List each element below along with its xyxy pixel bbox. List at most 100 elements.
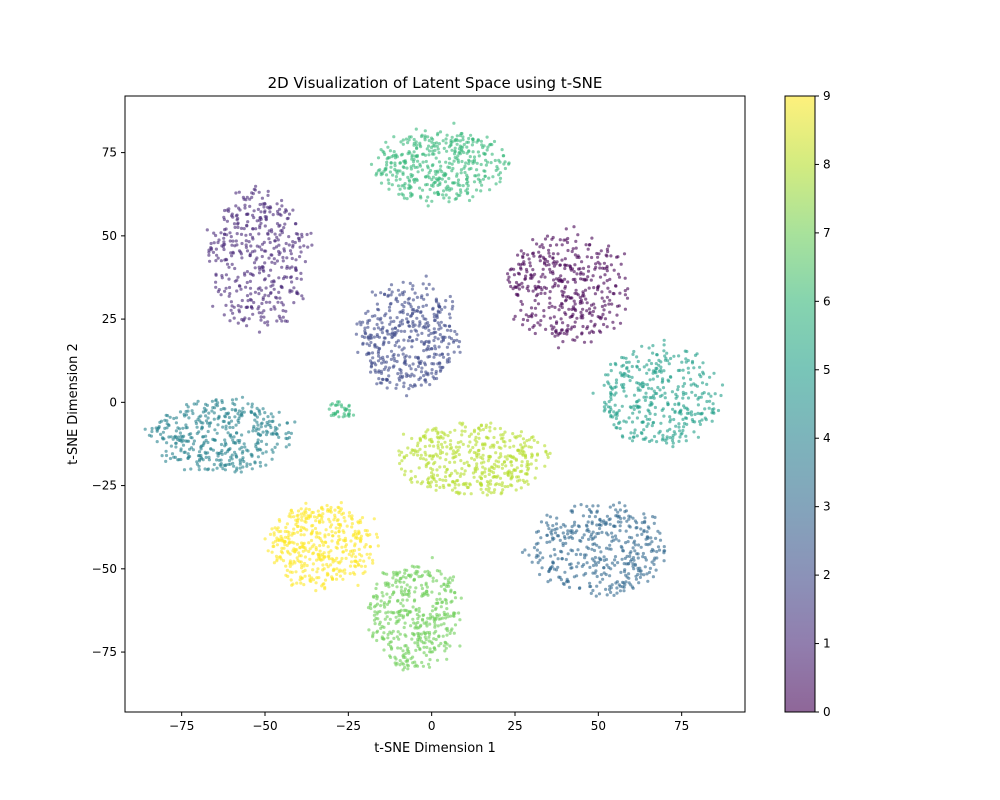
- data-point: [302, 533, 306, 537]
- data-point: [683, 416, 688, 420]
- data-point: [423, 444, 427, 449]
- data-point: [438, 456, 442, 460]
- data-point: [563, 277, 567, 281]
- data-point: [545, 234, 550, 238]
- data-point: [329, 505, 333, 510]
- data-point: [411, 320, 415, 324]
- data-point: [425, 293, 429, 297]
- data-point: [259, 425, 263, 429]
- data-point: [616, 520, 621, 524]
- data-point: [555, 527, 559, 531]
- data-point: [462, 461, 466, 465]
- data-point: [221, 245, 225, 249]
- data-point: [197, 430, 201, 434]
- data-point: [359, 323, 363, 327]
- data-point: [288, 512, 292, 516]
- data-point: [240, 451, 244, 455]
- data-point: [236, 225, 240, 229]
- data-point: [677, 403, 681, 407]
- data-point: [503, 485, 507, 489]
- data-point: [260, 421, 264, 425]
- data-point: [218, 463, 222, 467]
- data-point: [390, 155, 394, 159]
- data-point: [537, 250, 541, 254]
- data-point: [329, 403, 333, 407]
- data-point: [689, 377, 693, 381]
- data-point: [627, 514, 631, 518]
- data-point: [424, 199, 428, 203]
- data-point: [622, 389, 626, 393]
- data-point: [394, 386, 398, 390]
- data-point: [344, 548, 348, 552]
- data-point: [257, 292, 261, 296]
- data-point: [606, 380, 610, 384]
- data-point: [685, 411, 690, 415]
- data-point: [150, 429, 154, 434]
- data-point: [389, 165, 393, 169]
- data-point: [604, 587, 608, 592]
- data-point: [420, 586, 424, 591]
- data-point: [458, 152, 462, 156]
- data-point: [391, 570, 396, 575]
- data-point: [264, 429, 269, 433]
- data-point: [653, 405, 658, 410]
- data-point: [410, 155, 414, 159]
- data-point: [384, 140, 388, 144]
- data-point: [499, 452, 503, 456]
- data-point: [523, 480, 527, 484]
- data-point: [229, 419, 234, 423]
- data-point: [435, 473, 440, 477]
- data-point: [256, 423, 260, 427]
- data-point: [632, 404, 636, 408]
- data-point: [448, 460, 452, 464]
- data-point: [281, 315, 285, 319]
- data-point: [535, 530, 539, 534]
- data-point: [394, 298, 398, 302]
- data-point: [492, 445, 496, 449]
- data-point: [598, 266, 602, 270]
- data-point: [372, 618, 377, 622]
- data-point: [628, 379, 632, 383]
- data-point: [228, 462, 232, 466]
- data-point: [503, 455, 507, 459]
- data-point: [501, 154, 505, 158]
- data-point: [676, 388, 680, 392]
- data-point: [705, 399, 709, 404]
- data-point: [528, 261, 532, 265]
- data-point: [600, 315, 604, 319]
- data-point: [603, 400, 607, 404]
- data-point: [642, 428, 646, 432]
- data-point: [324, 528, 328, 532]
- data-point: [401, 662, 406, 666]
- data-point: [619, 544, 623, 549]
- data-point: [453, 181, 457, 185]
- data-point: [522, 260, 526, 264]
- data-point: [607, 244, 611, 248]
- data-point: [442, 146, 446, 150]
- data-point: [205, 228, 209, 232]
- data-point: [405, 166, 409, 170]
- data-point: [209, 241, 213, 246]
- data-point: [239, 252, 243, 256]
- data-point: [548, 578, 553, 582]
- data-point: [214, 247, 218, 251]
- data-point: [553, 553, 557, 557]
- data-point: [468, 155, 472, 159]
- data-point: [436, 192, 440, 196]
- data-point: [219, 231, 223, 235]
- data-point: [497, 173, 501, 177]
- data-point: [450, 488, 455, 492]
- data-point: [396, 169, 400, 173]
- data-point: [363, 564, 367, 569]
- data-point: [443, 180, 448, 184]
- data-point: [418, 186, 422, 190]
- data-point: [217, 451, 221, 455]
- data-point: [525, 439, 529, 443]
- data-point: [314, 535, 318, 539]
- data-point: [431, 579, 435, 583]
- data-point: [646, 579, 650, 583]
- data-point: [358, 518, 362, 523]
- data-point: [375, 333, 379, 337]
- data-point: [598, 275, 603, 279]
- data-point: [451, 166, 455, 171]
